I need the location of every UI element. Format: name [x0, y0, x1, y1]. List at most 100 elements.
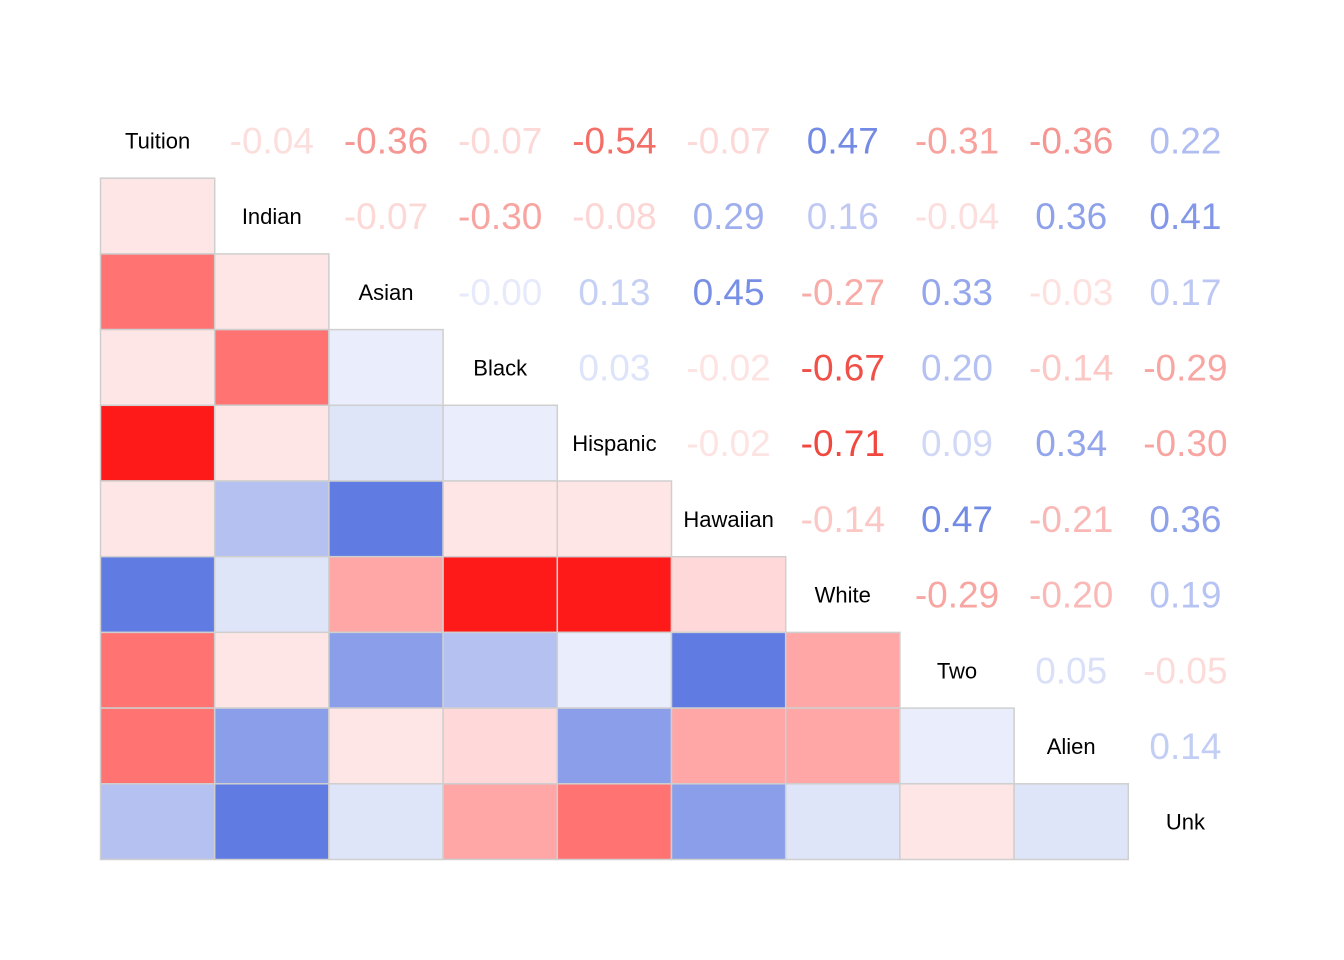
cell-unk-alien — [1013, 783, 1130, 861]
cell-two-hawaiian — [670, 631, 787, 709]
coef-indian-black: -0.30 — [458, 196, 542, 237]
coef-hispanic-two: 0.09 — [921, 423, 993, 464]
coef-hispanic-hawaiian: -0.02 — [686, 423, 770, 464]
variable-label-indian: Indian — [242, 204, 302, 229]
cell-white-asian — [328, 555, 444, 634]
coef-tuition-white: 0.47 — [807, 120, 879, 161]
cell-hawaiian-asian — [328, 480, 444, 558]
coef-hispanic-unk: -0.30 — [1143, 423, 1227, 464]
cell-alien-black — [442, 707, 559, 785]
cell-hawaiian-hispanic — [556, 480, 673, 558]
cell-hawaiian-indian — [213, 480, 330, 558]
coef-hawaiian-white: -0.14 — [801, 499, 885, 540]
cell-two-white — [784, 631, 901, 709]
cell-hawaiian-black — [442, 480, 559, 558]
coef-tuition-hispanic: -0.54 — [572, 120, 656, 161]
cell-hawaiian-tuition — [99, 480, 216, 558]
coef-black-alien: -0.14 — [1029, 347, 1113, 388]
coef-indian-hawaiian: 0.29 — [693, 196, 765, 237]
coef-black-hispanic: 0.03 — [578, 347, 650, 388]
coef-hispanic-alien: 0.34 — [1035, 423, 1107, 464]
cell-unk-hawaiian — [670, 783, 787, 861]
cell-black-asian — [328, 328, 444, 407]
cell-hispanic-asian — [328, 404, 444, 482]
diagonal-variable-labels: Tuition Indian Asian Black Hispanic Hawaiian W… — [125, 128, 1206, 834]
coef-black-hawaiian: -0.02 — [686, 347, 770, 388]
cell-unk-hispanic — [556, 783, 673, 861]
cell-unk-tuition — [99, 783, 216, 861]
cell-unk-two — [899, 783, 1015, 861]
coef-asian-unk: 0.17 — [1149, 272, 1221, 313]
cell-alien-hispanic — [556, 707, 673, 785]
variable-label-asian: Asian — [358, 280, 413, 305]
coef-black-two: 0.20 — [921, 347, 993, 388]
cell-two-hispanic — [556, 631, 673, 709]
cell-white-black — [442, 555, 559, 634]
coef-hawaiian-unk: 0.36 — [1149, 499, 1221, 540]
coef-hawaiian-two: 0.47 — [921, 499, 993, 540]
cell-alien-indian — [213, 707, 330, 785]
cell-alien-asian — [328, 707, 444, 785]
variable-label-alien: Alien — [1047, 734, 1096, 759]
cell-alien-hawaiian — [670, 707, 787, 785]
cell-alien-white — [784, 707, 901, 785]
coef-indian-two: -0.04 — [915, 196, 999, 237]
coef-tuition-black: -0.07 — [458, 120, 542, 161]
coef-indian-white: 0.16 — [807, 196, 879, 237]
coef-alien-unk: 0.14 — [1149, 726, 1221, 767]
cell-white-hawaiian — [670, 555, 787, 634]
cell-black-tuition — [99, 328, 216, 407]
variable-label-unk: Unk — [1166, 810, 1206, 835]
coef-asian-two: 0.33 — [921, 272, 993, 313]
cell-unk-asian — [328, 783, 444, 861]
cell-alien-tuition — [99, 707, 216, 785]
cell-unk-indian — [213, 783, 330, 861]
cell-two-black — [442, 631, 559, 709]
cell-alien-two — [899, 707, 1015, 785]
coef-tuition-hawaiian: -0.07 — [686, 120, 770, 161]
cell-hispanic-black — [442, 404, 559, 482]
coef-tuition-two: -0.31 — [915, 120, 999, 161]
coef-asian-hispanic: 0.13 — [578, 272, 650, 313]
variable-label-black: Black — [473, 355, 528, 380]
coef-white-two: -0.29 — [915, 575, 999, 616]
variable-label-two: Two — [937, 658, 977, 683]
cell-asian-indian — [213, 253, 330, 331]
coef-asian-alien: -0.03 — [1029, 272, 1113, 313]
coef-tuition-alien: -0.36 — [1029, 120, 1113, 161]
variable-label-tuition: Tuition — [125, 128, 190, 153]
variable-label-hispanic: Hispanic — [572, 431, 656, 456]
coef-hawaiian-alien: -0.21 — [1029, 499, 1113, 540]
coef-indian-hispanic: -0.08 — [572, 196, 656, 237]
lower-triangle-cells — [99, 177, 1130, 861]
coef-black-white: -0.67 — [801, 347, 885, 388]
coef-hispanic-white: -0.71 — [801, 423, 885, 464]
cell-black-indian — [213, 328, 330, 407]
cell-asian-tuition — [99, 253, 216, 331]
coef-white-alien: -0.20 — [1029, 575, 1113, 616]
cell-unk-black — [442, 783, 559, 861]
variable-label-white: White — [815, 583, 871, 608]
coef-asian-black: -0.00 — [458, 272, 542, 313]
coef-asian-hawaiian: 0.45 — [693, 272, 765, 313]
coef-tuition-indian: -0.04 — [230, 120, 314, 161]
cell-hispanic-indian — [213, 404, 330, 482]
upper-triangle-coefficients: -0.04 -0.36 -0.07 -0.54 -0.07 0.47 -0.31 -0.36 0… — [230, 120, 1228, 767]
coef-tuition-unk: 0.22 — [1149, 120, 1221, 161]
coef-black-unk: -0.29 — [1143, 347, 1227, 388]
coef-asian-white: -0.27 — [801, 272, 885, 313]
coef-indian-unk: 0.41 — [1149, 196, 1221, 237]
coef-two-alien: 0.05 — [1035, 650, 1107, 691]
cell-unk-white — [784, 783, 901, 861]
cell-hispanic-tuition — [99, 404, 216, 482]
coef-tuition-asian: -0.36 — [344, 120, 428, 161]
cell-indian-tuition — [99, 177, 216, 255]
coef-two-unk: -0.05 — [1143, 650, 1227, 691]
cell-two-indian — [213, 631, 330, 709]
cell-white-indian — [213, 555, 330, 634]
cell-white-hispanic — [556, 555, 673, 634]
coef-indian-asian: -0.07 — [344, 196, 428, 237]
coef-indian-alien: 0.36 — [1035, 196, 1107, 237]
